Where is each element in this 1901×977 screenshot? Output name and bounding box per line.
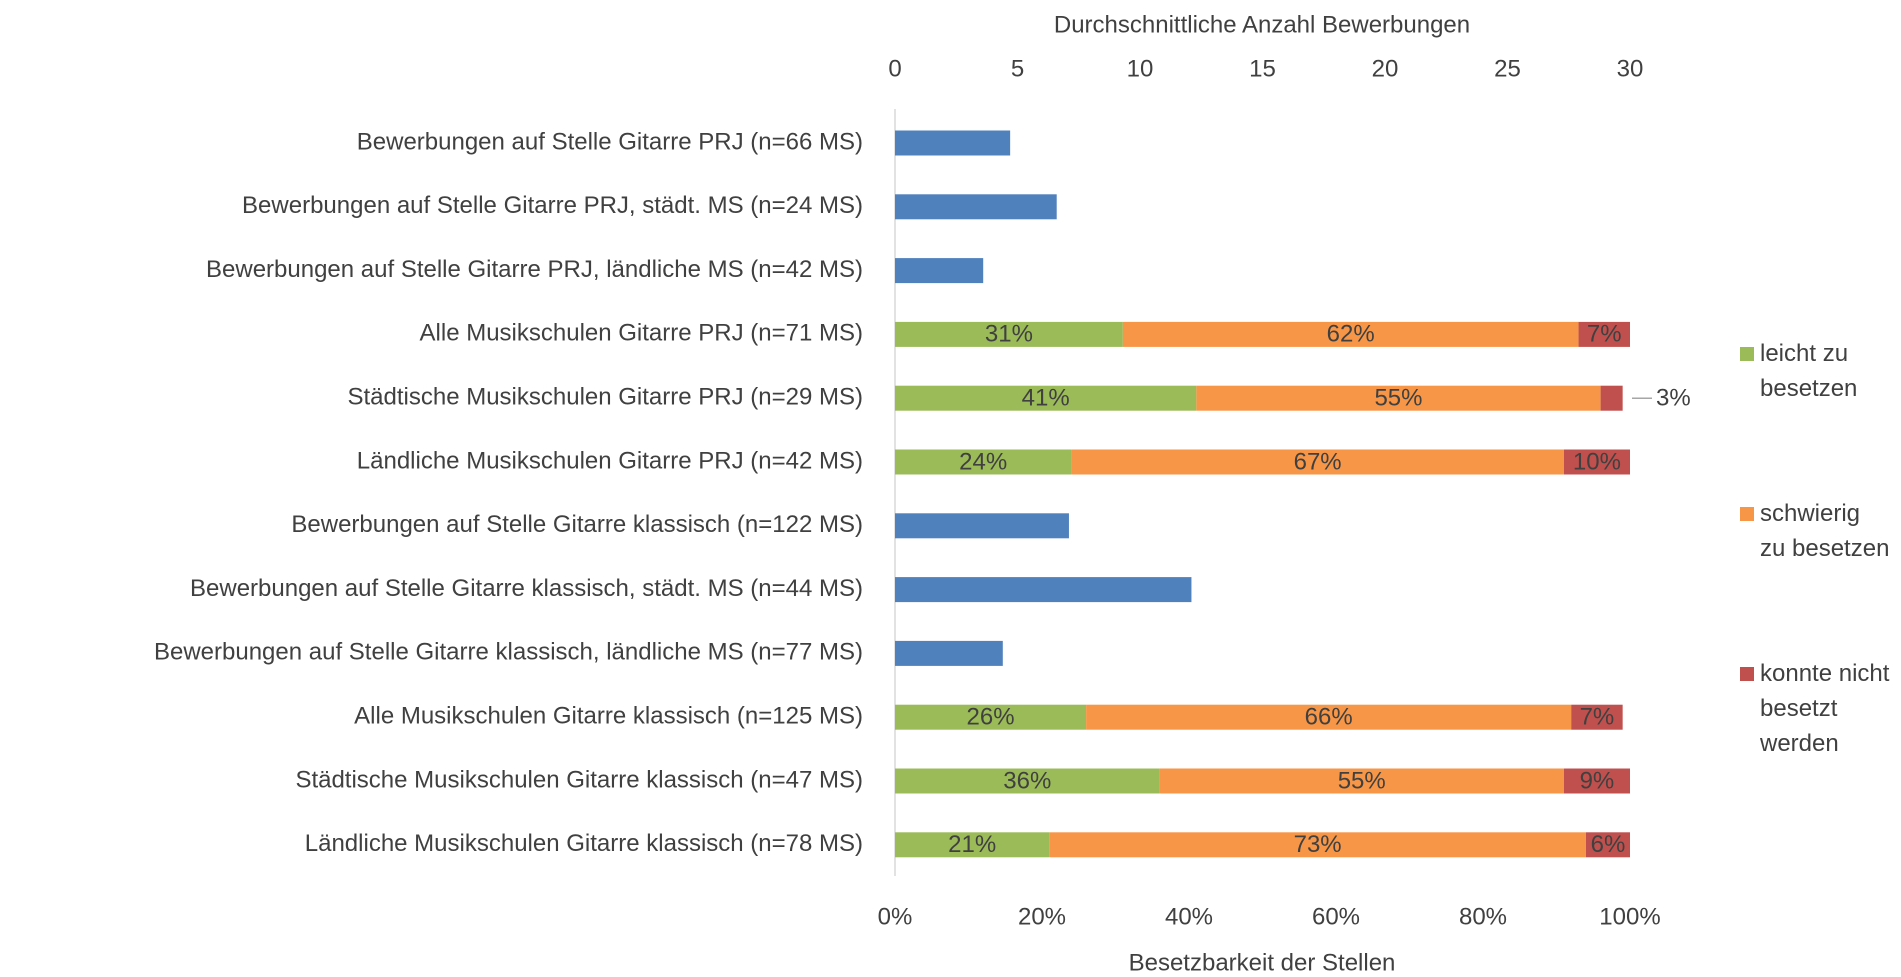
legend-swatch (1740, 667, 1754, 681)
data-label: 7% (1580, 704, 1615, 731)
data-label: 55% (1338, 767, 1386, 794)
bar (895, 258, 984, 284)
category-label: Städtische Musikschulen Gitarre klassisc… (295, 766, 863, 793)
data-label: 21% (948, 831, 996, 858)
data-label: 7% (1587, 321, 1622, 348)
legend-item: konnte nicht besetzt werden (1740, 656, 1890, 816)
category-label: Bewerbungen auf Stelle Gitarre PRJ, länd… (206, 256, 863, 283)
category-label: Ländliche Musikschulen Gitarre PRJ (n=42… (357, 447, 863, 474)
data-label: 3% (1656, 385, 1691, 412)
legend-item: schwierig zu besetzen (1740, 496, 1890, 656)
category-label: Alle Musikschulen Gitarre klassisch (n=1… (354, 703, 863, 730)
legend-label: konnte nicht besetzt werden (1760, 660, 1890, 757)
bar-segment (1122, 321, 1579, 347)
bar-segment (1571, 704, 1623, 730)
x2-tick-label: 30 (1617, 55, 1644, 82)
data-label: 26% (967, 704, 1015, 731)
data-label: 73% (1294, 831, 1342, 858)
bar-segment (1196, 385, 1601, 411)
data-label: 10% (1573, 448, 1621, 475)
x2-tick-label: 20 (1372, 55, 1399, 82)
bar-segment (895, 321, 1123, 347)
legend-label: leicht zu besetzen (1760, 340, 1858, 402)
data-label: 62% (1327, 321, 1375, 348)
bar-segment (1600, 385, 1623, 411)
data-label: 24% (959, 448, 1007, 475)
bar-segment (1049, 832, 1586, 858)
top-axis-title: Durchschnittliche Anzahl Bewerbungen (1054, 11, 1470, 38)
data-label: 55% (1374, 385, 1422, 412)
x2-tick-label: 5 (1011, 55, 1024, 82)
x-tick-label: 40% (1165, 903, 1213, 930)
x2-tick-label: 25 (1494, 55, 1521, 82)
bar (895, 577, 1192, 603)
bar-segment (1563, 768, 1630, 794)
bottom-axis-title: Besetzbarkeit der Stellen (1129, 949, 1396, 976)
bar-segment (895, 768, 1160, 794)
data-label: 67% (1294, 448, 1342, 475)
legend-item: leicht zu besetzen (1740, 336, 1890, 496)
data-label: 36% (1003, 767, 1051, 794)
data-label: 41% (1022, 385, 1070, 412)
category-label: Bewerbungen auf Stelle Gitarre klassisch… (190, 575, 863, 602)
bar (895, 513, 1069, 539)
category-label: Ländliche Musikschulen Gitarre klassisch… (305, 830, 863, 857)
legend-swatch (1740, 347, 1754, 361)
bar (895, 640, 1003, 666)
bar-segment (1071, 449, 1564, 475)
bar-segment (895, 704, 1087, 730)
bar (895, 194, 1057, 220)
x2-tick-label: 0 (888, 55, 901, 82)
bar-segment (1159, 768, 1564, 794)
data-label: 66% (1305, 704, 1353, 731)
bar-segment (895, 385, 1197, 411)
x2-tick-label: 15 (1249, 55, 1276, 82)
data-label: 6% (1591, 831, 1626, 858)
bar-segment (1563, 449, 1630, 475)
legend: leicht zu besetzen schwierig zu besetzen k… (1740, 336, 1890, 816)
bar-segment (1585, 832, 1630, 858)
bar-segment (1086, 704, 1572, 730)
category-label: Bewerbungen auf Stelle Gitarre PRJ (n=66… (357, 128, 863, 155)
x-tick-label: 80% (1459, 903, 1507, 930)
bar-segment (1578, 321, 1630, 347)
bar-segment (895, 832, 1050, 858)
x2-tick-label: 10 (1127, 55, 1154, 82)
legend-label: schwierig zu besetzen (1760, 500, 1890, 562)
bar-segment (895, 449, 1072, 475)
data-label: 31% (985, 321, 1033, 348)
category-label: Städtische Musikschulen Gitarre PRJ (n=2… (347, 384, 863, 411)
category-label: Bewerbungen auf Stelle Gitarre PRJ, städ… (242, 192, 863, 219)
x-tick-label: 20% (1018, 903, 1066, 930)
category-label: Bewerbungen auf Stelle Gitarre klassisch… (154, 639, 863, 666)
x-tick-label: 60% (1312, 903, 1360, 930)
x-tick-label: 100% (1599, 903, 1660, 930)
data-label: 9% (1580, 767, 1615, 794)
legend-swatch (1740, 507, 1754, 521)
category-label: Alle Musikschulen Gitarre PRJ (n=71 MS) (420, 320, 863, 347)
x-tick-label: 0% (878, 903, 913, 930)
category-label: Bewerbungen auf Stelle Gitarre klassisch… (291, 511, 863, 538)
bar (895, 130, 1011, 156)
